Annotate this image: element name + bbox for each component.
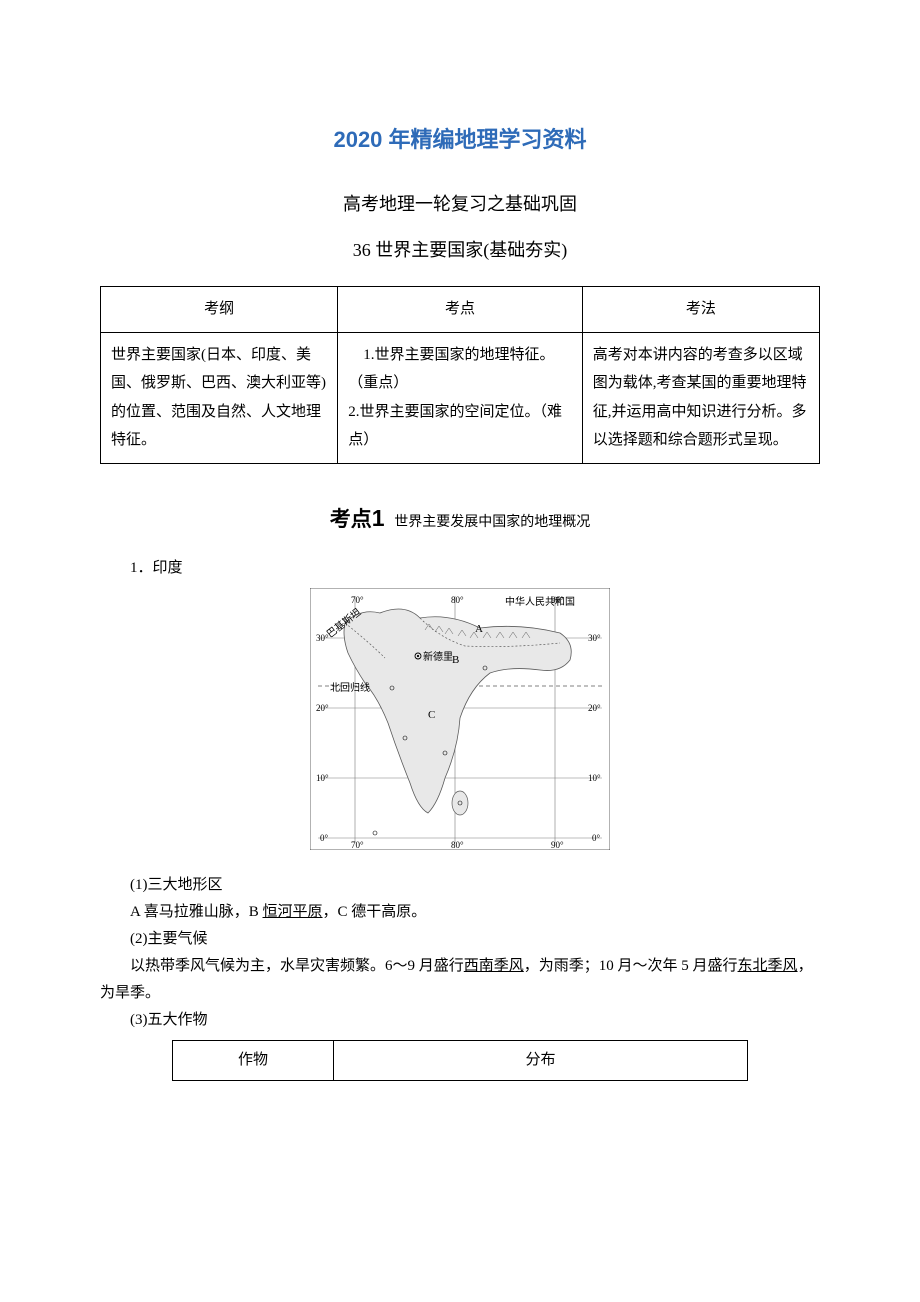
outline-header-1: 考纲: [101, 287, 338, 333]
map-lon-70-b: 70°: [351, 840, 364, 850]
map-lat-20-r: 20°: [588, 703, 601, 713]
table-row: 世界主要国家(日本、印度、美国、俄罗斯、巴西、澳大利亚等)的位置、范围及自然、人…: [101, 332, 820, 463]
p3-label: (3)五大作物: [100, 1007, 820, 1034]
crop-header-2: 分布: [334, 1041, 748, 1081]
p2-body: 以热带季风气候为主，水旱灾害频繁。6～9 月盛行西南季风，为雨季；10 月～次年…: [100, 953, 820, 1007]
map-lon-80-top: 80°: [451, 595, 464, 605]
p2-text-2: ，为雨季；10 月～次年 5 月盛行: [524, 958, 738, 974]
map-marker-c: C: [428, 709, 435, 721]
map-marker-a: A: [475, 623, 483, 635]
p1-text-pre: A 喜马拉雅山脉，B: [130, 904, 263, 920]
map-lat-20-l: 20°: [316, 703, 329, 713]
main-title: 2020 年精编地理学习资料: [100, 120, 820, 160]
p1-underline-1: 恒河平原: [263, 904, 323, 920]
map-lon-70-top: 70°: [351, 595, 364, 605]
map-tropic-label: 北回归线: [330, 681, 370, 694]
india-map: 中华人民共和国 70° 80° 90° 30° 20° 10° 0° 30° 2…: [310, 588, 610, 850]
outline-cell-2: 1.世界主要国家的地理特征。（重点） 2.世界主要国家的空间定位。（难点）: [338, 332, 582, 463]
p2-underline-2: 东北季风: [738, 958, 798, 974]
subtitle-line-1: 高考地理一轮复习之基础巩固: [100, 188, 820, 220]
p2-underline-1: 西南季风: [464, 958, 524, 974]
outline-table: 考纲 考点 考法 世界主要国家(日本、印度、美国、俄罗斯、巴西、澳大利亚等)的位…: [100, 286, 820, 464]
section-heading-india: 1．印度: [100, 555, 820, 582]
topic-heading: 考点1 世界主要发展中国家的地理概况: [100, 498, 820, 539]
map-lat-0-r: 0°: [592, 833, 601, 843]
map-city-delhi: 新德里: [423, 650, 453, 663]
topic-number: 1: [372, 505, 385, 531]
map-lon-90-top: 90°: [551, 595, 564, 605]
p1-text-mid: ，C 德干高原。: [323, 904, 427, 920]
map-marker-b: B: [452, 654, 459, 666]
subtitle-line-2: 36 世界主要国家(基础夯实): [100, 234, 820, 266]
outline-cell-3: 高考对本讲内容的考查多以区域图为载体,考查某国的重要地理特征,并运用高中知识进行…: [582, 332, 819, 463]
topic-label: 考点: [330, 508, 372, 531]
p1-body: A 喜马拉雅山脉，B 恒河平原，C 德干高原。: [100, 899, 820, 926]
map-lon-80-b: 80°: [451, 840, 464, 850]
p2-text-1: 以热带季风气候为主，水旱灾害频繁。6～9 月盛行: [130, 958, 464, 974]
crop-header-row: 作物 分布: [173, 1041, 748, 1081]
map-label-china: 中华人民共和国: [505, 595, 575, 608]
outline-header-3: 考法: [582, 287, 819, 333]
crop-header-1: 作物: [173, 1041, 334, 1081]
outline-header-2: 考点: [338, 287, 582, 333]
topic-description: 世界主要发展中国家的地理概况: [394, 515, 590, 530]
map-lon-90-b: 90°: [551, 840, 564, 850]
map-container: 中华人民共和国 70° 80° 90° 30° 20° 10° 0° 30° 2…: [100, 588, 820, 860]
table-header-row: 考纲 考点 考法: [101, 287, 820, 333]
outline-cell-1: 世界主要国家(日本、印度、美国、俄罗斯、巴西、澳大利亚等)的位置、范围及自然、人…: [101, 332, 338, 463]
map-lat-0-l: 0°: [320, 833, 329, 843]
p2-label: (2)主要气候: [100, 926, 820, 953]
p1-label: (1)三大地形区: [100, 872, 820, 899]
map-lat-30-r: 30°: [588, 633, 601, 643]
map-lat-10-l: 10°: [316, 773, 329, 783]
crop-table: 作物 分布: [172, 1040, 748, 1081]
map-lat-10-r: 10°: [588, 773, 601, 783]
